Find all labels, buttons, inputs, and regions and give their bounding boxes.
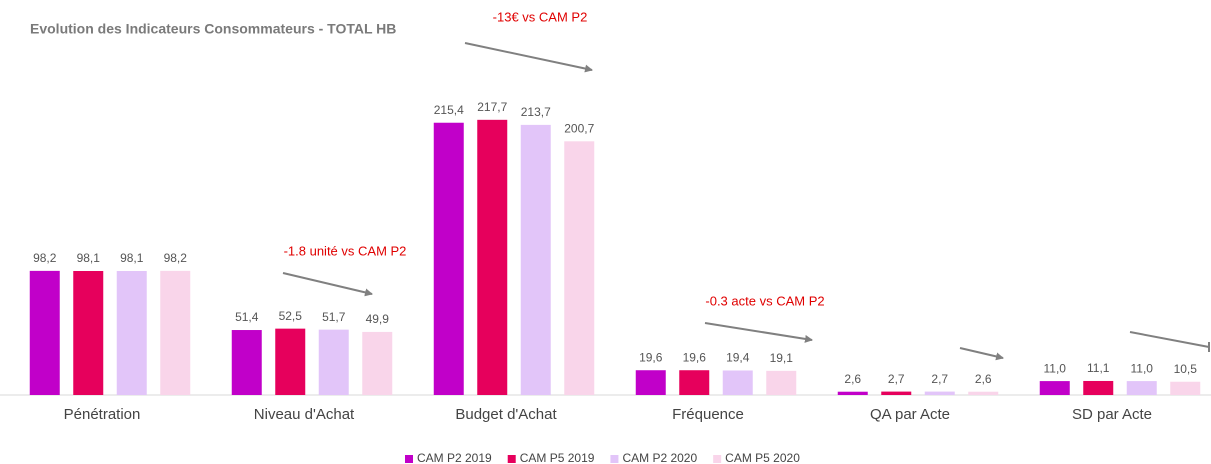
bar (635, 370, 666, 395)
bar (318, 329, 349, 395)
data-label: 19,4 (726, 351, 750, 365)
bar (1083, 380, 1114, 395)
x-tick-label: SD par Acte (1072, 406, 1152, 423)
bar (881, 391, 912, 395)
bar (520, 124, 551, 395)
bar (722, 370, 753, 395)
data-label: 19,6 (683, 350, 707, 364)
x-tick-label: Budget d'Achat (455, 406, 557, 423)
annotation: -13€ vs CAM P2 (493, 9, 588, 24)
legend-swatch (405, 455, 413, 463)
data-label: 217,7 (477, 100, 507, 114)
data-label: 2,6 (975, 372, 992, 386)
data-label: 2,7 (888, 372, 905, 386)
data-label: 98,2 (33, 251, 57, 265)
data-label: 51,7 (322, 310, 346, 324)
arrow (282, 272, 373, 297)
arrow (1129, 331, 1210, 348)
bar (275, 328, 306, 395)
data-label: 215,4 (434, 103, 464, 117)
legend-label: CAM P5 2019 (520, 451, 595, 464)
bar (679, 370, 710, 395)
data-label: 98,2 (164, 251, 188, 265)
legend-label: CAM P2 2019 (417, 451, 492, 464)
data-label: 98,1 (77, 251, 101, 265)
data-label: 2,6 (844, 372, 861, 386)
bar (477, 119, 508, 395)
bar (362, 331, 393, 395)
legend-swatch (610, 455, 619, 463)
data-label: 11,0 (1131, 361, 1154, 375)
bar (1039, 381, 1070, 395)
data-label: 49,9 (366, 312, 390, 326)
bar (766, 370, 797, 395)
bar (160, 270, 191, 395)
bar (116, 271, 147, 395)
bar (564, 141, 595, 395)
data-label: 213,7 (521, 105, 551, 119)
bar (231, 330, 262, 395)
data-label: 10,5 (1174, 362, 1198, 376)
data-label: 200,7 (564, 121, 594, 135)
data-label: 11,1 (1087, 361, 1110, 375)
legend-swatch (507, 455, 516, 463)
x-tick-label: Fréquence (672, 406, 744, 423)
data-label: 19,6 (639, 350, 663, 364)
legend-label: CAM P2 2020 (622, 451, 697, 464)
legend-label: CAM P5 2020 (725, 451, 800, 464)
data-label: 52,5 (279, 309, 303, 323)
data-label: 51,4 (235, 310, 259, 324)
bar (1126, 381, 1157, 395)
bar (968, 391, 999, 395)
data-label: 19,1 (770, 351, 794, 365)
legend-swatch (713, 455, 722, 463)
arrow (704, 322, 813, 343)
x-tick-label: QA par Acte (870, 406, 950, 423)
bar (924, 391, 955, 395)
arrow (959, 347, 1004, 361)
annotation: -1.8 unité vs CAM P2 (284, 243, 407, 258)
bar (433, 122, 464, 395)
bar (73, 271, 104, 395)
data-label: 98,1 (120, 251, 144, 265)
data-label: 11,0 (1044, 361, 1067, 375)
x-tick-label: Pénétration (64, 406, 141, 423)
annotation: -0.3 acte vs CAM P2 (705, 293, 824, 308)
data-label: 2,7 (931, 372, 948, 386)
arrow (464, 42, 593, 73)
bar (29, 270, 60, 395)
x-tick-label: Niveau d'Achat (254, 406, 355, 423)
bar (1170, 381, 1201, 395)
chart-title: Evolution des Indicateurs Consommateurs … (30, 21, 396, 37)
bar (837, 391, 868, 395)
